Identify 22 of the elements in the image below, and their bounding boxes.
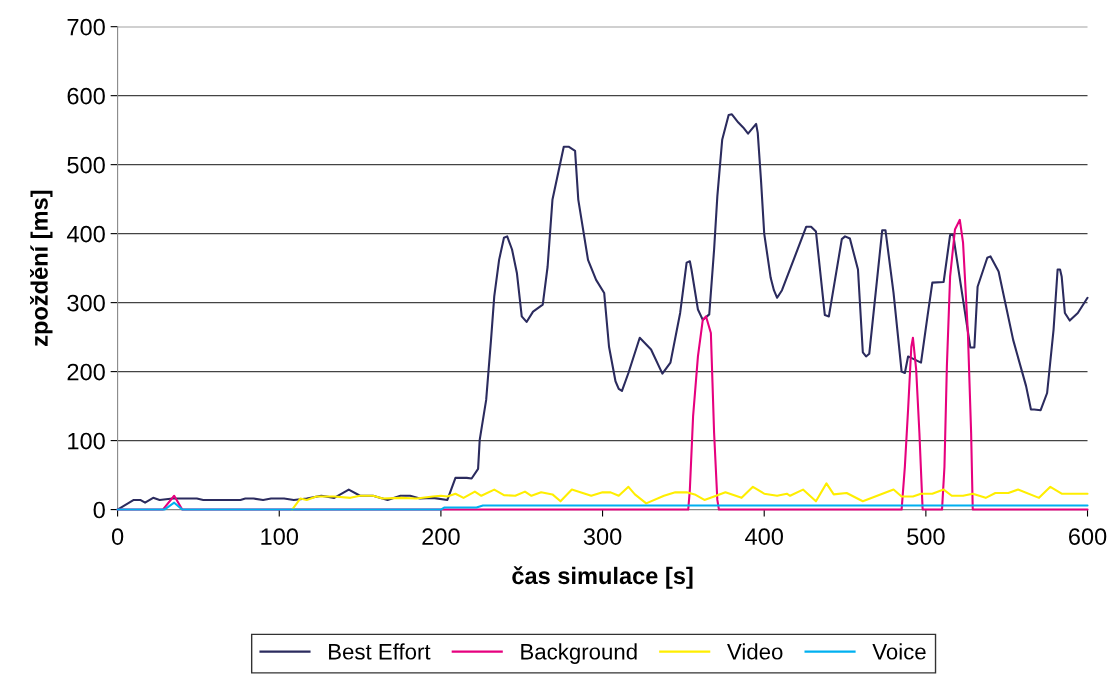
legend-label: Background xyxy=(521,643,637,664)
y-tick-label: 100 xyxy=(68,432,105,450)
x-axis-title: čas simulace [s] xyxy=(512,566,693,589)
legend-label: Best Effort xyxy=(329,643,431,660)
legend-label: Video xyxy=(727,643,783,660)
x-tick-label: 100 xyxy=(261,528,299,545)
x-tick-label: 400 xyxy=(745,528,783,545)
y-tick-label: 500 xyxy=(67,156,105,174)
y-tick-label: 300 xyxy=(67,294,105,312)
y-tick-label: 400 xyxy=(66,225,105,243)
y-axis-title: zpoždění [ms] xyxy=(29,190,53,346)
x-tick-label: 500 xyxy=(907,528,945,545)
line-series xyxy=(291,482,1089,511)
y-tick-label: 600 xyxy=(67,87,105,105)
legend-label: Voice xyxy=(872,643,926,660)
x-tick-label: 600 xyxy=(1069,528,1107,545)
x-tick-label: 300 xyxy=(583,528,622,545)
x-tick-label: 0 xyxy=(111,528,124,545)
y-tick-label: 200 xyxy=(67,363,105,381)
x-tick-label: 200 xyxy=(422,528,460,545)
y-tick-label: 0 xyxy=(93,501,105,519)
y-tick-label: 700 xyxy=(67,18,105,36)
